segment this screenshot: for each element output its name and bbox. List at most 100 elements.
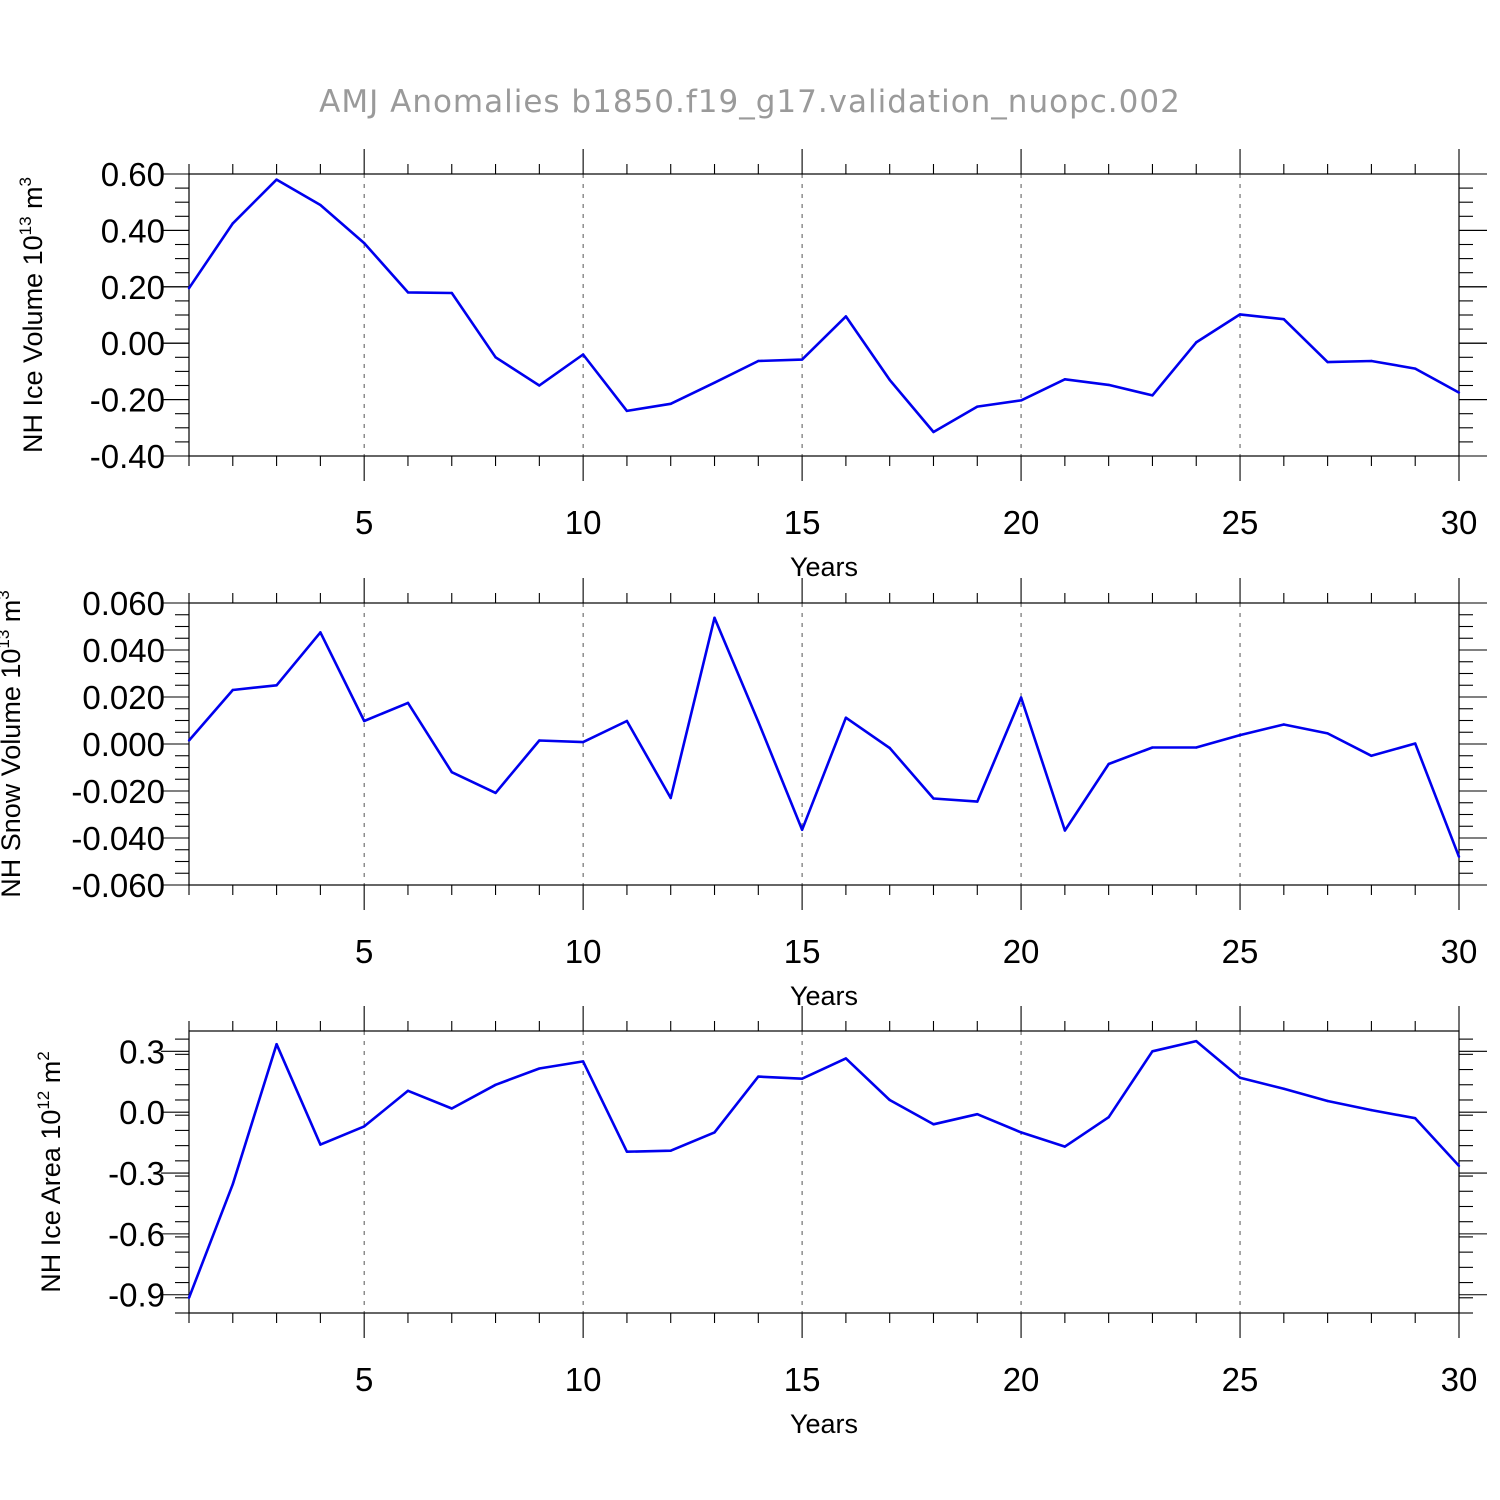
data-point: [1151, 746, 1154, 749]
data-point: [538, 739, 541, 742]
data-point: [494, 356, 497, 359]
data-point: [976, 800, 979, 803]
data-point: [932, 430, 935, 434]
data-point: [187, 287, 191, 290]
data-point: [1282, 1087, 1286, 1091]
data-point: [1282, 723, 1286, 726]
y-tick-label: 0.3: [119, 1033, 165, 1070]
y-axis-title-text: NH Snow Volume 10: [0, 649, 26, 898]
data-point: [800, 828, 804, 831]
x-tick-label: 5: [355, 933, 373, 970]
data-point: [976, 1112, 979, 1116]
data-point: [1414, 367, 1417, 370]
data-point: [1370, 1108, 1373, 1112]
y-tick-label: -0.9: [108, 1277, 165, 1314]
y-tick-label: -0.040: [71, 820, 165, 857]
data-point: [1326, 732, 1329, 735]
data-point: [932, 1123, 935, 1126]
data-point: [757, 1075, 760, 1078]
data-point: [362, 1125, 366, 1128]
series-line: [187, 1039, 1460, 1299]
data-point: [1238, 733, 1242, 737]
y-tick-label: -0.060: [71, 867, 165, 904]
data-point: [1414, 1117, 1417, 1120]
y-tick-label: 0.00: [101, 325, 165, 362]
data-point: [625, 719, 629, 723]
x-tick-label: 10: [565, 1361, 602, 1398]
chart-title: AMJ Anomalies b1850.f19_g17.validation_n…: [319, 84, 1181, 120]
y-axis-title-unit-exponent: 2: [34, 1051, 53, 1060]
y-tick-label: 0.60: [101, 156, 165, 193]
data-point: [187, 1296, 191, 1299]
y-axis-title-unit: m: [0, 600, 26, 630]
y-tick-label: 0.020: [82, 679, 165, 716]
panel-2: -0.060 -0.040 -0.020 0.000 0.020 0.040 0.060 5 1…: [0, 578, 1487, 1011]
data-point: [757, 359, 760, 363]
data-point: [581, 1060, 585, 1063]
data-point: [231, 222, 234, 225]
x-tick-label: 15: [784, 504, 821, 541]
y-tick-label: 0.20: [101, 269, 165, 306]
data-point: [844, 716, 848, 719]
y-axis-title-unit-exponent: 3: [0, 590, 13, 599]
x-tick-label: 15: [784, 933, 821, 970]
x-axis-title: Years: [790, 1409, 858, 1439]
data-point: [1370, 359, 1373, 363]
data-point: [1019, 696, 1023, 699]
x-tick-label: 25: [1222, 1361, 1259, 1398]
x-axis-title: Years: [790, 552, 858, 582]
data-point: [406, 701, 410, 705]
data-point: [757, 720, 760, 723]
x-tick-label: 30: [1441, 933, 1478, 970]
data-point: [800, 1077, 804, 1080]
y-tick-label: 0.0: [119, 1094, 165, 1131]
data-point: [713, 381, 716, 384]
data-point: [1326, 360, 1329, 364]
x-tick-label: 20: [1003, 933, 1040, 970]
data-point: [450, 1107, 453, 1110]
data-point: [844, 1057, 848, 1060]
data-point: [1457, 1164, 1461, 1168]
data-point: [1063, 378, 1067, 381]
x-tick-label: 15: [784, 1361, 821, 1398]
data-point: [1238, 313, 1242, 316]
y-tick-label: -0.40: [90, 438, 165, 475]
y-axis-title-text: NH Ice Area 10: [36, 1110, 66, 1293]
data-point: [1063, 1145, 1067, 1148]
data-point: [1019, 1131, 1023, 1134]
data-point: [275, 684, 278, 687]
plot-frame: [188, 1030, 1460, 1314]
data-point: [1457, 855, 1461, 858]
x-tick-label: 5: [355, 504, 373, 541]
x-tick-label: 25: [1222, 504, 1259, 541]
y-axis-title-exponent: 12: [34, 1091, 53, 1110]
x-tick-label: 10: [565, 933, 602, 970]
x-tick-label: 10: [565, 504, 602, 541]
plot-frame: [188, 173, 1460, 457]
data-point: [538, 384, 541, 387]
data-point: [581, 740, 585, 744]
data-point: [888, 378, 891, 382]
plot-frame: [188, 602, 1460, 886]
data-point: [932, 797, 935, 800]
data-point: [362, 719, 366, 723]
data-point: [450, 291, 453, 295]
data-point: [1370, 754, 1373, 757]
data-point: [1282, 318, 1286, 321]
y-axis-title: NH Ice Volume 1013 m3: [16, 177, 48, 453]
data-point: [1151, 1050, 1154, 1053]
data-point: [1238, 1076, 1242, 1079]
y-tick-label: 0.000: [82, 726, 165, 763]
y-tick-label: -0.020: [71, 773, 165, 810]
data-point: [844, 315, 848, 318]
x-tick-label: 20: [1003, 1361, 1040, 1398]
panel-3: -0.9 -0.6 -0.3 0.0 0.3 5 10 15 20 25 30 Years NH Ice…: [34, 1006, 1487, 1439]
data-point: [1326, 1099, 1329, 1103]
data-point: [800, 358, 804, 361]
data-point: [362, 241, 366, 245]
y-axis-title: NH Ice Area 1012 m2: [34, 1051, 66, 1292]
data-point: [406, 1089, 410, 1093]
data-point: [319, 1143, 322, 1146]
data-point: [494, 791, 497, 795]
